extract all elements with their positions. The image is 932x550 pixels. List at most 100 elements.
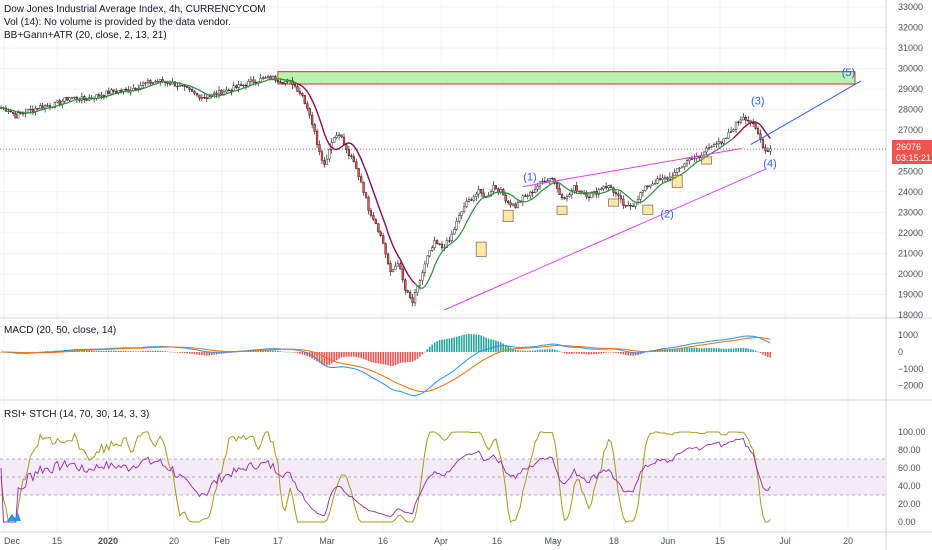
macd-histogram-bar xyxy=(749,349,752,352)
candle-body xyxy=(379,231,382,236)
candle-body xyxy=(725,137,728,140)
candle-body xyxy=(436,240,439,244)
wedge-lower-line xyxy=(444,168,766,311)
candle-body xyxy=(597,189,600,195)
macd-histogram-bar xyxy=(703,348,705,352)
macd-tick-label: 1000 xyxy=(898,330,918,340)
macd-histogram-bar xyxy=(490,339,492,352)
macd-histogram-bar xyxy=(299,352,301,354)
candle-body xyxy=(600,188,603,190)
candle-body xyxy=(320,151,324,161)
macd-histogram-bar xyxy=(727,348,730,352)
macd-histogram-bar xyxy=(232,352,235,353)
candle-body xyxy=(590,193,593,199)
candle-body xyxy=(462,206,466,212)
rsi-legend[interactable]: RSI+ STCH (14, 70, 30, 14, 3, 3) xyxy=(4,409,149,420)
macd-histogram-bar xyxy=(296,352,299,354)
macd-histogram-bar xyxy=(747,348,750,352)
candle-body xyxy=(551,177,554,180)
macd-histogram-bar xyxy=(142,351,144,352)
wedge-upper-line xyxy=(522,148,741,188)
macd-histogram-bar xyxy=(375,352,377,364)
macd-histogram-bar xyxy=(196,352,198,355)
candle-body xyxy=(335,135,338,139)
macd-histogram-bar xyxy=(678,348,681,352)
macd-histogram-bar xyxy=(558,351,561,352)
macd-tick-label: −1000 xyxy=(898,364,923,374)
candle-body xyxy=(458,215,461,222)
macd-histogram-bar xyxy=(41,351,44,352)
price-tick-label: 29000 xyxy=(898,84,923,94)
candle-body xyxy=(333,137,336,143)
candle-body xyxy=(646,185,649,188)
macd-histogram-bar xyxy=(634,352,637,356)
wave-label: (4) xyxy=(763,158,776,170)
macd-histogram-bar xyxy=(463,334,465,352)
candle-body xyxy=(641,190,644,193)
macd-histogram-bar xyxy=(201,352,203,356)
candle-body xyxy=(431,247,434,251)
candle-body xyxy=(350,155,353,157)
countdown-value: 03:15:21 xyxy=(896,153,931,163)
macd-histogram-bar xyxy=(85,350,88,352)
macd-histogram-bar xyxy=(647,351,649,353)
candle-body xyxy=(112,89,115,92)
candle-body xyxy=(100,95,103,97)
symbol-title[interactable]: Dow Jones Industrial Average Index, 4h, … xyxy=(4,4,266,15)
time-tick-label: 20 xyxy=(843,536,853,546)
candle-body xyxy=(139,85,142,89)
macd-histogram-bar xyxy=(698,348,701,352)
macd-histogram-bar xyxy=(409,352,411,362)
macd-histogram-bar xyxy=(455,336,458,352)
macd-histogram-bar xyxy=(78,350,81,352)
macd-histogram-bar xyxy=(669,349,671,352)
price-tick-label: 18000 xyxy=(898,310,923,320)
macd-histogram-bar xyxy=(443,339,446,352)
candle-body xyxy=(200,97,203,99)
candle-body xyxy=(722,138,725,144)
candle-body xyxy=(217,89,221,95)
macd-histogram-bar xyxy=(620,352,622,354)
macd-histogram-bar xyxy=(700,348,703,352)
candle-body xyxy=(391,269,395,272)
candle-body xyxy=(742,116,745,121)
candle-body xyxy=(413,292,417,304)
macd-histogram-bar xyxy=(588,352,590,355)
volume-legend[interactable]: Vol (14): No volume is provided by the d… xyxy=(4,17,231,28)
macd-histogram-bar xyxy=(286,351,289,353)
macd-histogram-bar xyxy=(122,350,125,352)
macd-histogram-bar xyxy=(519,350,522,352)
candle-body xyxy=(144,82,147,84)
macd-legend[interactable]: MACD (20, 50, close, 14) xyxy=(4,325,116,336)
price-axis[interactable]: 18000 19000 20000 21000 22000 23000 24000 25000… xyxy=(898,2,926,527)
macd-histogram-bar xyxy=(590,352,593,355)
candle-body xyxy=(639,192,642,200)
macd-histogram-bar xyxy=(438,340,441,352)
last-price-value: 26076 xyxy=(896,142,921,152)
macd-histogram-bar xyxy=(93,351,95,352)
candle-body xyxy=(698,156,701,158)
candle-body xyxy=(34,108,37,112)
candle-body xyxy=(685,160,689,165)
indicator-legend[interactable]: BB+Gann+ATR (20, close, 2, 13, 21) xyxy=(4,30,167,41)
time-tick-label: Feb xyxy=(214,536,230,546)
candle-body xyxy=(345,144,348,150)
price-tick-label: 31000 xyxy=(898,43,923,53)
candle-body xyxy=(105,90,108,97)
candle-body xyxy=(666,177,669,180)
macd-histogram-bar xyxy=(691,347,693,352)
candle-body xyxy=(107,90,110,95)
macd-histogram-bar xyxy=(732,348,735,352)
candle-body xyxy=(406,290,409,293)
macd-histogram-bar xyxy=(203,352,206,356)
candle-body xyxy=(509,202,512,206)
candle-body xyxy=(475,193,478,197)
time-axis[interactable]: Dec 15 2020 20 Feb 17 Mar 16 Apr 16 May 18 Jun 15 Jul 2… xyxy=(4,536,853,546)
macd-histogram-bar xyxy=(715,348,718,352)
candle-body xyxy=(227,89,230,92)
macd-histogram-bar xyxy=(500,342,502,352)
macd-histogram-bar xyxy=(453,337,456,352)
candle-body xyxy=(519,201,522,203)
tradingview-logo-icon[interactable] xyxy=(6,511,22,523)
